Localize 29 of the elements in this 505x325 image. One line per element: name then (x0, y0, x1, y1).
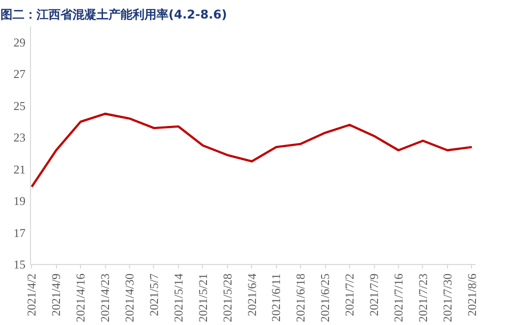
x-tick-label: 2021/5/28 (220, 273, 234, 322)
line-series (30, 112, 473, 188)
x-tick-label: 2021/5/7 (146, 273, 161, 316)
x-tick-label: 2021/8/6 (464, 273, 479, 316)
y-tick-label: 27 (14, 67, 26, 82)
chart-title: 图二：江西省混凝土产能利用率(4.2-8.6) (0, 8, 227, 22)
y-tick-label: 19 (14, 194, 26, 208)
x-tick-label: 2021/5/14 (171, 273, 186, 322)
x-tick-label: 2021/4/16 (74, 273, 88, 322)
x-tick-label: 2021/7/23 (416, 273, 430, 322)
x-tick-label: 2021/7/2 (342, 273, 357, 316)
x-tick-label: 2021/6/18 (294, 273, 308, 322)
x-tick-label: 2021/5/21 (196, 273, 210, 322)
y-tick-label: 15 (14, 258, 26, 272)
y-tick-label: 21 (14, 162, 26, 176)
x-tick-label: 2021/7/16 (391, 273, 406, 322)
y-tick-label: 17 (14, 226, 26, 240)
y-tick-label: 29 (14, 35, 26, 50)
x-tick-label: 2021/7/9 (367, 273, 382, 316)
x-tick-label: 2021/4/23 (98, 273, 112, 322)
y-tick-label: 25 (14, 98, 26, 113)
x-tick-label: 2021/4/2 (24, 273, 39, 316)
y-tick-label: 23 (14, 130, 26, 145)
x-tick-label: 2021/6/25 (318, 273, 332, 322)
x-tick-label: 2021/4/30 (122, 273, 137, 322)
x-tick-label: 2021/6/11 (269, 273, 284, 322)
x-tick-label: 2021/4/9 (49, 273, 64, 316)
x-tick-label: 2021/7/30 (440, 273, 454, 322)
x-tick-label: 2021/6/4 (244, 273, 259, 316)
